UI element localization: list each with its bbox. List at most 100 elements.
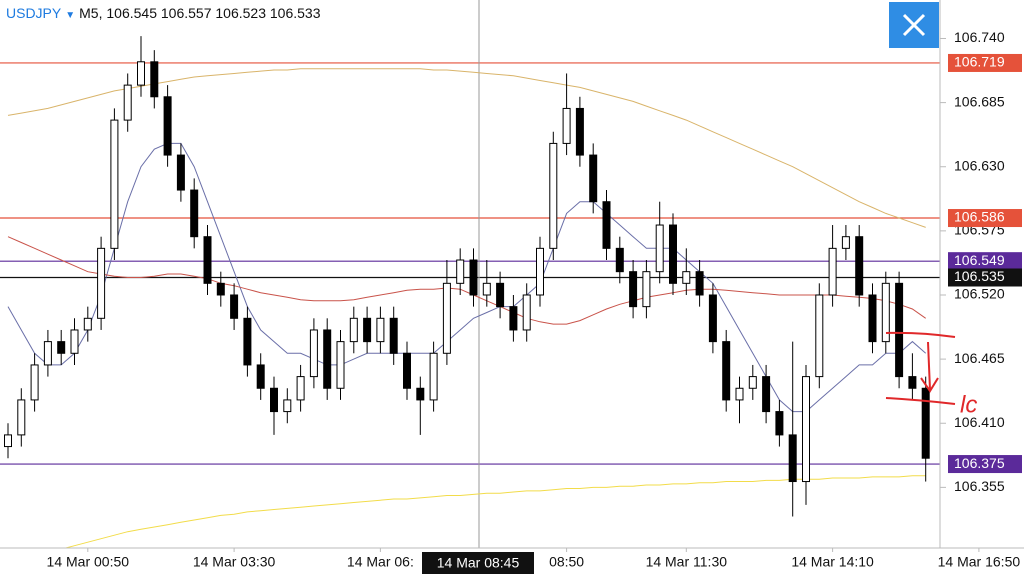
level-label: 106.549 (954, 252, 1005, 268)
candle-body (110, 119, 119, 249)
close-icon (902, 13, 926, 37)
candle-body (602, 201, 611, 249)
candle-body (722, 341, 731, 401)
level-box (948, 53, 1022, 72)
close-button[interactable] (889, 2, 939, 48)
candle-body (762, 376, 771, 413)
candle-body (695, 271, 704, 296)
candle-body (655, 224, 664, 273)
candle-body (615, 247, 624, 273)
candle-body (403, 352, 411, 389)
moving-average (63, 475, 926, 548)
candle-body (669, 224, 677, 284)
candle-body (575, 107, 584, 156)
drawn-line (885, 331, 956, 338)
candle-body (815, 294, 824, 378)
candle-body (828, 247, 837, 296)
candle-body (230, 294, 239, 319)
candle-body (416, 387, 425, 401)
candle-body (841, 236, 850, 249)
candle-body (4, 434, 12, 448)
level-box (948, 455, 1022, 474)
candle-body (323, 329, 332, 389)
y-tick-label: 106.630 (954, 157, 1005, 173)
candle-body (30, 364, 39, 401)
candle-body (748, 376, 757, 389)
candle-body (123, 84, 132, 121)
candle-body (243, 317, 252, 366)
x-tick-label: 14 Mar 16:50 (938, 554, 1021, 570)
y-tick-label: 106.685 (954, 93, 1005, 109)
y-tick-label: 106.465 (954, 350, 1005, 366)
candle-body (203, 236, 212, 284)
candle-body (469, 259, 478, 296)
candle-body (296, 376, 305, 401)
candle-body (509, 306, 518, 331)
y-tick-label: 106.410 (954, 414, 1005, 430)
timeframe: M5, (79, 5, 103, 21)
x-tick-label: 14 Mar 14:10 (791, 554, 874, 570)
annotation: lc (960, 391, 977, 418)
candle-body (629, 271, 638, 308)
x-tick-label: 14 Mar 03:30 (193, 554, 276, 570)
candle-body (456, 259, 465, 284)
candle-body (137, 61, 145, 86)
y-tick-label: 106.520 (954, 286, 1005, 302)
candle-body (908, 376, 917, 389)
level-label: 106.375 (954, 455, 1005, 471)
y-tick-label: 106.355 (954, 478, 1005, 494)
candle-body (868, 294, 877, 343)
crosshair-box (422, 552, 534, 574)
x-tick-label: 14 Mar 11:30 (646, 554, 728, 570)
candle-body (163, 96, 172, 156)
candle-body (17, 399, 26, 436)
moving-average (7, 236, 926, 325)
candle-body (429, 352, 438, 401)
level-label: 106.719 (954, 54, 1005, 70)
crosshair-label: 14 Mar 08:45 (437, 555, 520, 571)
candle-body (309, 329, 318, 378)
drawn-line (885, 397, 956, 405)
candle-body (536, 247, 544, 296)
ohlc-close: 106.533 (269, 5, 321, 21)
candle-body (881, 282, 890, 343)
candle-body (363, 317, 372, 343)
candle-body (70, 329, 79, 354)
drawn-arrow (920, 341, 939, 393)
hand-drawing (885, 331, 956, 405)
candle-body (708, 294, 717, 343)
candle-body (83, 317, 92, 331)
dropdown-icon[interactable]: ▼ (65, 10, 76, 21)
candle-body (802, 376, 810, 483)
x-tick-label: 14 Mar 06: (347, 554, 414, 570)
candle-body (43, 341, 52, 366)
candle-body (256, 364, 265, 389)
candle-body (522, 294, 531, 331)
candle-body (283, 399, 292, 413)
candle-body (97, 247, 106, 319)
level-label: 106.586 (954, 209, 1005, 225)
candle-body (788, 434, 797, 483)
candle-body (389, 317, 398, 354)
moving-average (7, 68, 926, 228)
level-box (948, 252, 1022, 271)
candle-body (150, 61, 159, 98)
symbol[interactable]: USDJPY (6, 5, 62, 21)
candle-body (176, 154, 185, 191)
plot-area (4, 36, 930, 548)
level-box (948, 209, 1022, 228)
ohlc-low: 106.523 (215, 5, 266, 21)
candle-body (216, 282, 225, 296)
candle-body (855, 236, 864, 296)
ohlc-high: 106.557 (160, 5, 212, 21)
candle-body (336, 341, 345, 389)
candle-body (895, 282, 904, 378)
candle-body (775, 411, 784, 436)
candle-body (735, 387, 744, 401)
x-tick-label: 08:50 (549, 554, 584, 570)
candle-body (482, 282, 491, 296)
candle-body (562, 107, 571, 144)
candle-body (57, 341, 66, 354)
level-box (948, 268, 1022, 287)
moving-average (7, 142, 927, 413)
